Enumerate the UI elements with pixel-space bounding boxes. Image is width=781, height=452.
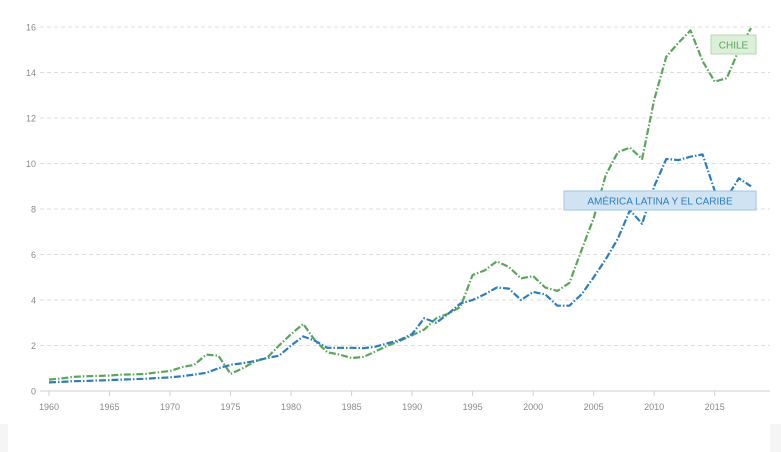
y-tick-label: 2 [31,341,36,351]
x-tick-label: 1960 [39,402,59,412]
bottom-strip [0,424,781,452]
x-tick-label: 1965 [100,402,120,412]
y-tick-label: 8 [31,205,36,215]
axis-layer: 0 2 4 6 8 10 12 14 16 1960 1965 1970 1975 1980 1985 199… [26,23,770,412]
y-tick-label: 6 [31,250,36,260]
grid-layer [40,26,770,346]
x-tick-label: 1970 [160,402,180,412]
x-tick-label: 1985 [342,402,362,412]
series-label-latin-america: AMÉRICA LATINA Y EL CARIBE [563,190,757,211]
series-line-latin-america [48,153,752,384]
y-tick-label: 4 [31,296,36,306]
series-label-latin-america-text: AMÉRICA LATINA Y EL CARIBE [587,195,733,208]
x-tick-label: 2010 [644,402,664,412]
x-tick-label: 1975 [221,402,241,412]
series-label-latin-america-box [563,190,757,211]
x-tick-label: 1995 [463,402,483,412]
series-label-layer: CHILE AMÉRICA LATINA Y EL CARIBE [563,34,757,211]
x-tick-label: 2000 [523,402,543,412]
x-tick-label: 1980 [281,402,301,412]
series-label-chile: CHILE [710,34,757,55]
y-tick-label: 12 [26,114,36,124]
series-label-chile-text: CHILE [719,41,749,52]
y-tick-label: 14 [26,68,36,78]
y-tick-label: 10 [26,159,36,169]
x-tick-label: 2005 [584,402,604,412]
series-label-chile-box [710,34,757,55]
y-tick-label: 0 [31,387,36,397]
series-layer [48,27,752,384]
x-tick-label: 1990 [402,402,422,412]
x-tick-label: 2015 [705,402,725,412]
y-tick-label: 16 [26,23,36,33]
